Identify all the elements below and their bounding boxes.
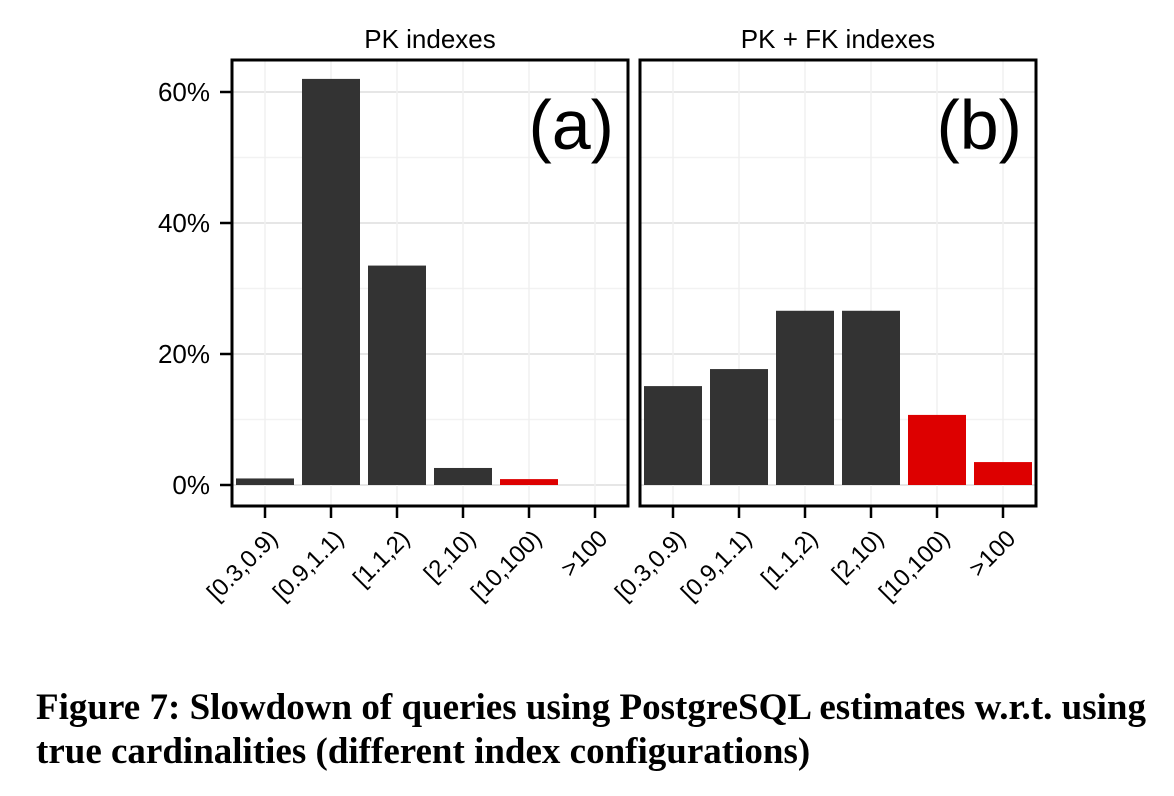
bar — [302, 78, 360, 486]
bar — [776, 310, 834, 485]
figure-caption: Figure 7: Slowdown of queries using Post… — [36, 687, 1146, 772]
bar — [842, 310, 900, 485]
bar — [644, 386, 702, 485]
y-tick-label: 0% — [172, 470, 210, 500]
panel-label: (b) — [936, 86, 1022, 164]
x-tick-label: [0.9,1.1) — [268, 525, 349, 606]
panel-pk-fk-indexes: PK + FK indexes (b) [0.3,0.9)[0.9,1.1)[1.1… — [610, 24, 1038, 607]
panel-frame — [230, 58, 630, 508]
bar — [368, 265, 426, 485]
x-tick-label: [1.1,2) — [756, 525, 823, 592]
y-tick-label: 40% — [158, 208, 210, 238]
y-tick-label: 20% — [158, 339, 210, 369]
panel-pk-indexes: PK indexes (a) [0.3,0.9)[0.9,1.1)[1.1,2) [2… — [158, 24, 630, 607]
panel-title: PK indexes — [364, 24, 496, 54]
x-tick-label: [10,100) — [466, 525, 547, 606]
panel-label: (a) — [528, 86, 614, 164]
bar — [908, 414, 966, 485]
chart: PK indexes(a)[0.3,0.9)[0.9,1.1)[1.1,2) [2… — [158, 24, 1038, 607]
bar — [500, 479, 558, 485]
x-tick-label: [2,10) — [419, 525, 481, 587]
x-tick-label: [0.3,0.9) — [202, 525, 283, 606]
x-tick-label: >100 — [964, 525, 1021, 582]
x-tick-label: [1.1,2) — [348, 525, 415, 592]
panel-frame — [638, 58, 1038, 508]
x-tick-label: >100 — [556, 525, 613, 582]
panel-title: PK + FK indexes — [741, 24, 935, 54]
bar — [236, 478, 294, 485]
bar — [434, 467, 492, 485]
y-tick-label: 60% — [158, 77, 210, 107]
bar — [974, 462, 1032, 485]
x-tick-label: [2,10) — [827, 525, 889, 587]
x-tick-label: [10,100) — [874, 525, 955, 606]
x-tick-label: [0.3,0.9) — [610, 525, 691, 606]
bar — [710, 369, 768, 485]
x-tick-label: [0.9,1.1) — [676, 525, 757, 606]
